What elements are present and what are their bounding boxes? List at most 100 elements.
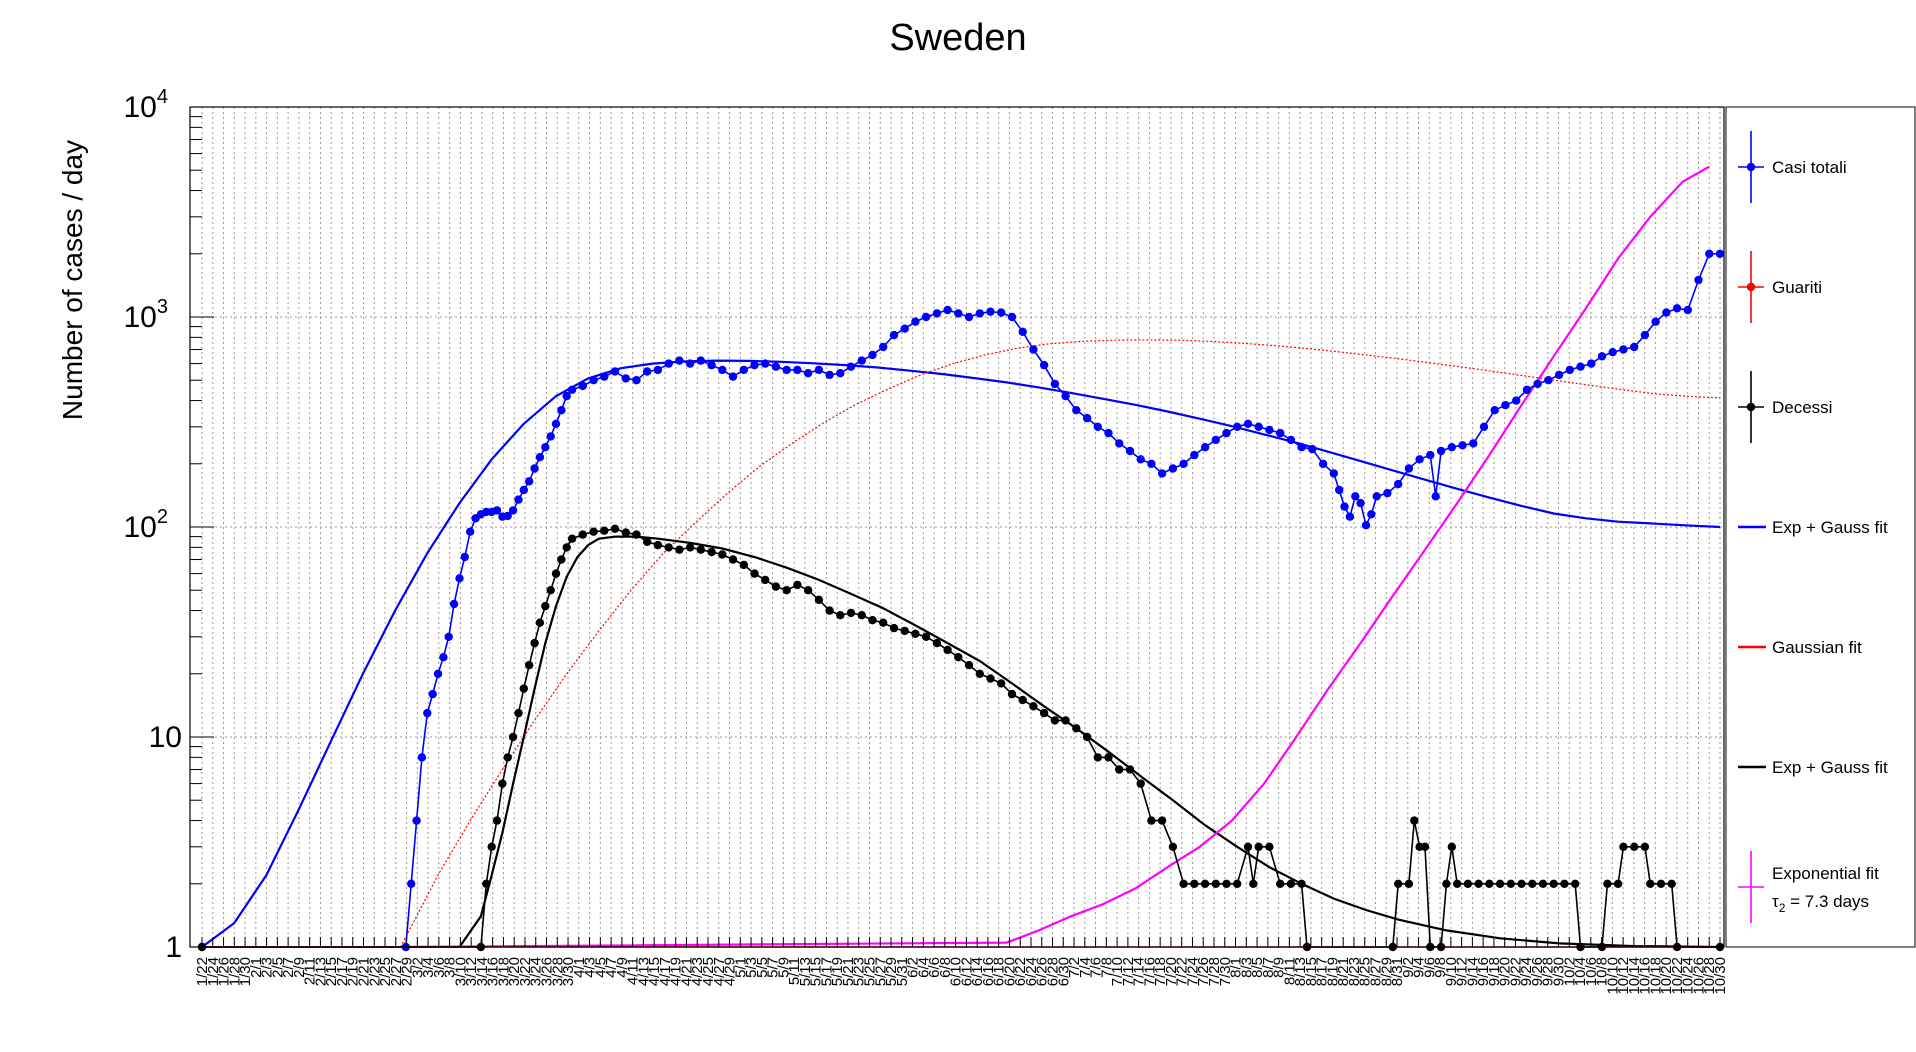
data-point xyxy=(541,601,550,611)
legend: Casi totali Guariti Decessi Exp + Gauss fit… xyxy=(1725,106,1916,948)
x-tick-label: 6/28 xyxy=(1045,957,1062,986)
x-tick-label: 7/10 xyxy=(1109,957,1126,986)
data-point xyxy=(728,555,738,564)
x-tick-label: 3/4 xyxy=(420,957,437,978)
data-point xyxy=(1469,439,1478,448)
data-point xyxy=(1404,464,1414,473)
x-tick-label: 2/19 xyxy=(345,957,362,986)
data-point xyxy=(600,526,609,535)
x-tick-label: 2/27 xyxy=(388,957,405,986)
x-tick-label: 7/20 xyxy=(1163,957,1180,986)
x-tick-label: 8/31 xyxy=(1389,957,1406,986)
x-tick-label: 4/25 xyxy=(700,957,717,986)
legend-label: Guariti xyxy=(1772,278,1822,297)
x-tick-label: 6/18 xyxy=(991,957,1008,986)
data-point xyxy=(1168,464,1178,473)
data-point xyxy=(551,419,561,428)
x-tick-label: 4/15 xyxy=(646,957,663,986)
data-point xyxy=(1072,724,1081,733)
data-point xyxy=(1501,401,1510,410)
x-tick-label: 3/12 xyxy=(463,957,480,986)
data-point xyxy=(1613,879,1623,888)
x-tick-label: 10/30 xyxy=(1712,957,1729,995)
data-point xyxy=(1640,842,1650,851)
data-point xyxy=(1243,842,1253,851)
x-tick-label: 9/28 xyxy=(1540,957,1557,986)
data-point xyxy=(578,530,587,539)
data-point xyxy=(1157,469,1167,478)
data-point xyxy=(986,307,995,316)
y-tick-label: 104 xyxy=(124,86,169,124)
x-tick-label: 6/20 xyxy=(1001,957,1018,986)
data-point xyxy=(546,586,555,595)
data-point xyxy=(1104,753,1113,762)
data-point xyxy=(433,669,443,678)
data-point xyxy=(600,372,609,381)
x-tick-label: 9/18 xyxy=(1486,957,1503,986)
data-point xyxy=(739,365,748,375)
data-point xyxy=(889,330,899,340)
data-point xyxy=(1039,708,1049,718)
x-tick-label: 2/15 xyxy=(323,957,340,986)
data-point xyxy=(975,669,984,678)
x-tick-label: 2/17 xyxy=(334,957,351,986)
x-tick-label: 5/15 xyxy=(808,957,825,986)
data-point xyxy=(1447,842,1457,851)
data-point xyxy=(1667,879,1676,888)
data-point xyxy=(1072,406,1081,415)
data-point xyxy=(857,611,866,620)
x-tick-label: 5/27 xyxy=(872,957,889,986)
data-point xyxy=(621,374,630,383)
data-point xyxy=(449,599,459,609)
data-point xyxy=(1683,305,1693,315)
data-point xyxy=(1394,479,1403,489)
data-point xyxy=(718,550,727,559)
data-point xyxy=(1335,485,1344,495)
data-point xyxy=(439,653,448,662)
data-point xyxy=(1672,304,1682,313)
fit-line xyxy=(400,165,1710,949)
data-point xyxy=(1115,439,1124,448)
data-point xyxy=(739,560,748,570)
data-point xyxy=(964,660,974,670)
x-tick-label: 7/22 xyxy=(1174,957,1191,986)
data-point xyxy=(1136,455,1145,464)
data-point xyxy=(1619,345,1628,354)
data-point xyxy=(1356,498,1365,508)
data-point xyxy=(508,732,518,742)
data-point xyxy=(696,356,705,365)
data-point xyxy=(814,365,824,375)
data-point xyxy=(1222,879,1231,888)
data-point xyxy=(1656,879,1666,888)
data-point xyxy=(1243,419,1253,428)
data-point xyxy=(911,317,920,326)
x-tick-label: 9/6 xyxy=(1421,957,1438,978)
x-tick-label: 3/28 xyxy=(549,957,566,986)
data-point xyxy=(1705,249,1714,258)
data-point xyxy=(932,309,942,318)
data-point xyxy=(685,543,695,552)
data-point xyxy=(1608,348,1617,357)
x-tick-label: 5/9 xyxy=(775,957,792,978)
data-point xyxy=(514,708,523,718)
x-tick-label: 4/29 xyxy=(722,957,739,986)
data-point xyxy=(1554,370,1564,380)
data-point xyxy=(696,545,705,554)
data-point xyxy=(825,370,834,380)
x-tick-label: 7/28 xyxy=(1206,957,1223,986)
x-tick-label: 6/22 xyxy=(1012,957,1029,986)
x-tick-label: 2/9 xyxy=(291,957,308,978)
x-tick-label: 4/3 xyxy=(582,957,599,978)
data-point xyxy=(1029,702,1038,711)
data-point xyxy=(1276,879,1285,888)
x-tick-label: 5/5 xyxy=(754,957,771,978)
legend-sublabel: τ2 = 7.3 days xyxy=(1772,892,1869,915)
fit-line xyxy=(458,535,1721,949)
data-point xyxy=(503,511,512,521)
data-point xyxy=(921,312,931,322)
data-point xyxy=(825,606,834,615)
data-point xyxy=(932,638,942,648)
x-tick-label: 5/3 xyxy=(743,957,760,978)
x-tick-label: 9/22 xyxy=(1507,957,1524,986)
